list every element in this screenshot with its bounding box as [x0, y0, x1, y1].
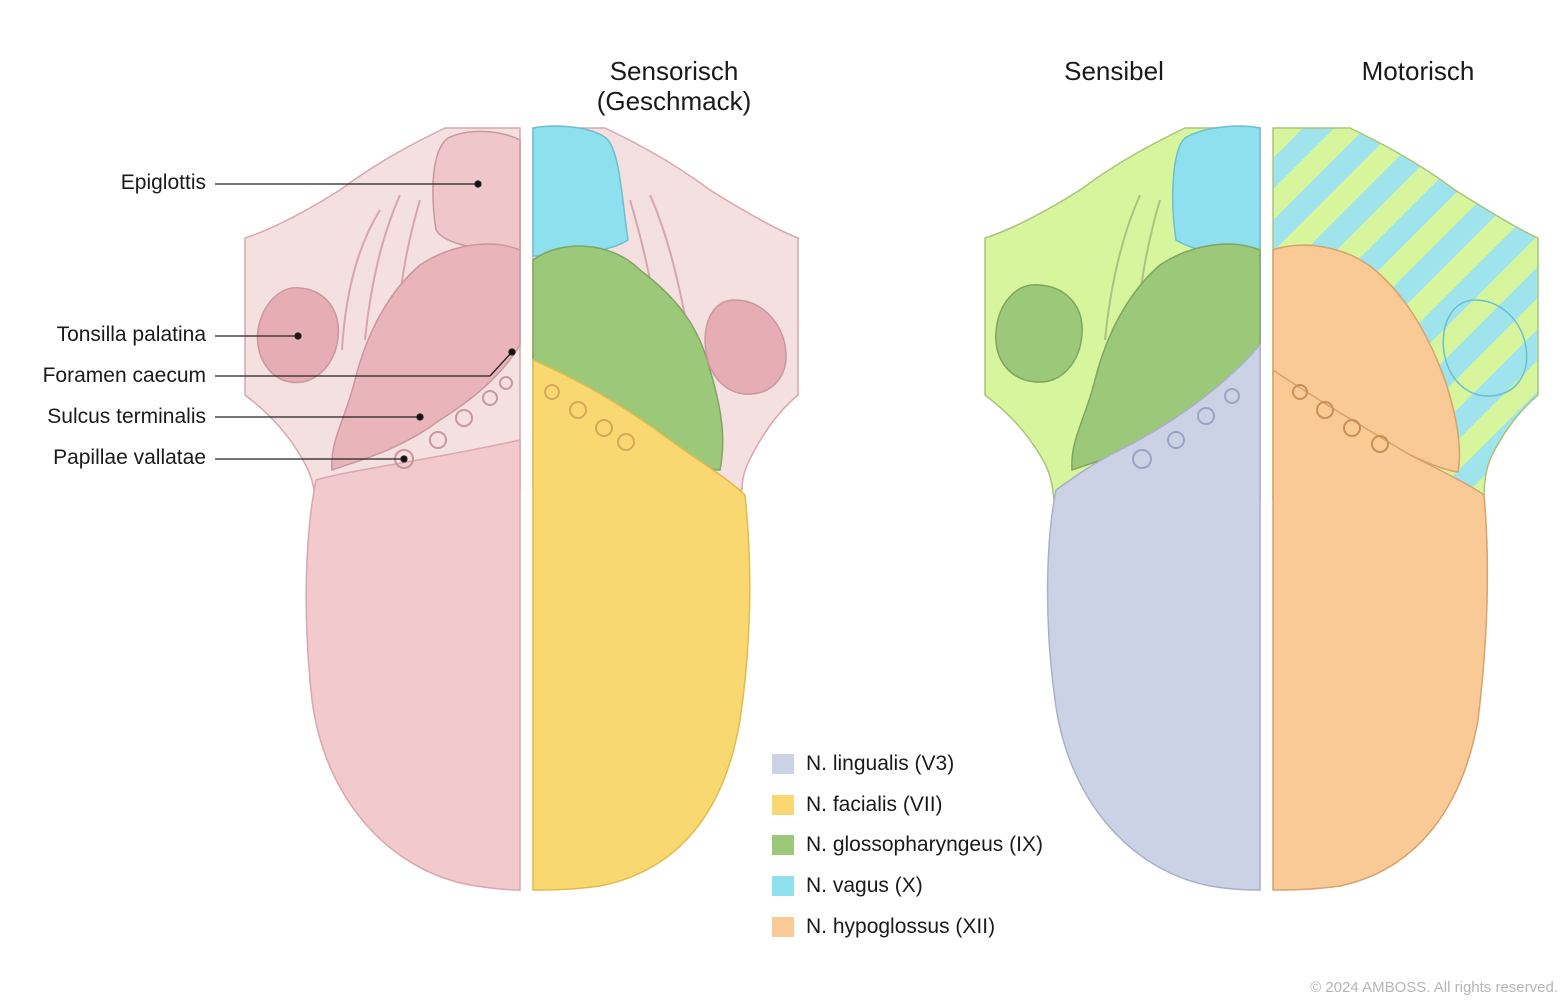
label-foramen-caecum: Foramen caecum	[42, 364, 206, 387]
legend-swatch-hypoglossus	[772, 917, 794, 937]
legend-item-facialis: N. facialis (VII)	[772, 792, 943, 818]
legend-swatch-glossopharyngeus	[772, 835, 794, 855]
label-sulcus-terminalis: Sulcus terminalis	[47, 405, 206, 428]
tongue-sensibel-half	[984, 125, 1261, 891]
heading-sensorisch: Sensorisch (Geschmack)	[574, 56, 774, 116]
legend-item-glossopharyngeus: N. glossopharyngeus (IX)	[772, 832, 1043, 858]
legend-label-glossopharyngeus: N. glossopharyngeus (IX)	[806, 833, 1043, 856]
legend-item-vagus: N. vagus (X)	[772, 873, 923, 899]
legend-item-hypoglossus: N. hypoglossus (XII)	[772, 914, 995, 940]
legend-label-lingualis: N. lingualis (V3)	[806, 752, 955, 775]
tongue-left-anatomy-half	[244, 127, 521, 891]
heading-sensorisch-line2: (Geschmack)	[596, 86, 752, 116]
label-papillae-vallatae: Papillae vallatae	[53, 446, 206, 469]
label-leader-lines	[215, 180, 516, 463]
copyright-notice: © 2024 AMBOSS. All rights reserved.	[1310, 979, 1558, 996]
legend-item-lingualis: N. lingualis (V3)	[772, 751, 954, 777]
legend-label-hypoglossus: N. hypoglossus (XII)	[806, 915, 996, 938]
heading-motorisch: Motorisch	[1361, 56, 1475, 86]
legend-swatch-lingualis	[772, 754, 794, 774]
legend-label-vagus: N. vagus (X)	[806, 874, 923, 897]
legend-swatch-vagus	[772, 876, 794, 896]
tongue-taste-half	[532, 125, 799, 891]
label-tonsilla-palatina: Tonsilla palatina	[56, 323, 206, 346]
label-epiglottis: Epiglottis	[120, 171, 206, 194]
tongue-motorisch-half	[1272, 127, 1539, 891]
legend-swatch-facialis	[772, 795, 794, 815]
legend-label-facialis: N. facialis (VII)	[806, 793, 943, 816]
heading-sensibel: Sensibel	[1064, 56, 1164, 86]
heading-sensorisch-line1: Sensorisch	[609, 56, 739, 86]
